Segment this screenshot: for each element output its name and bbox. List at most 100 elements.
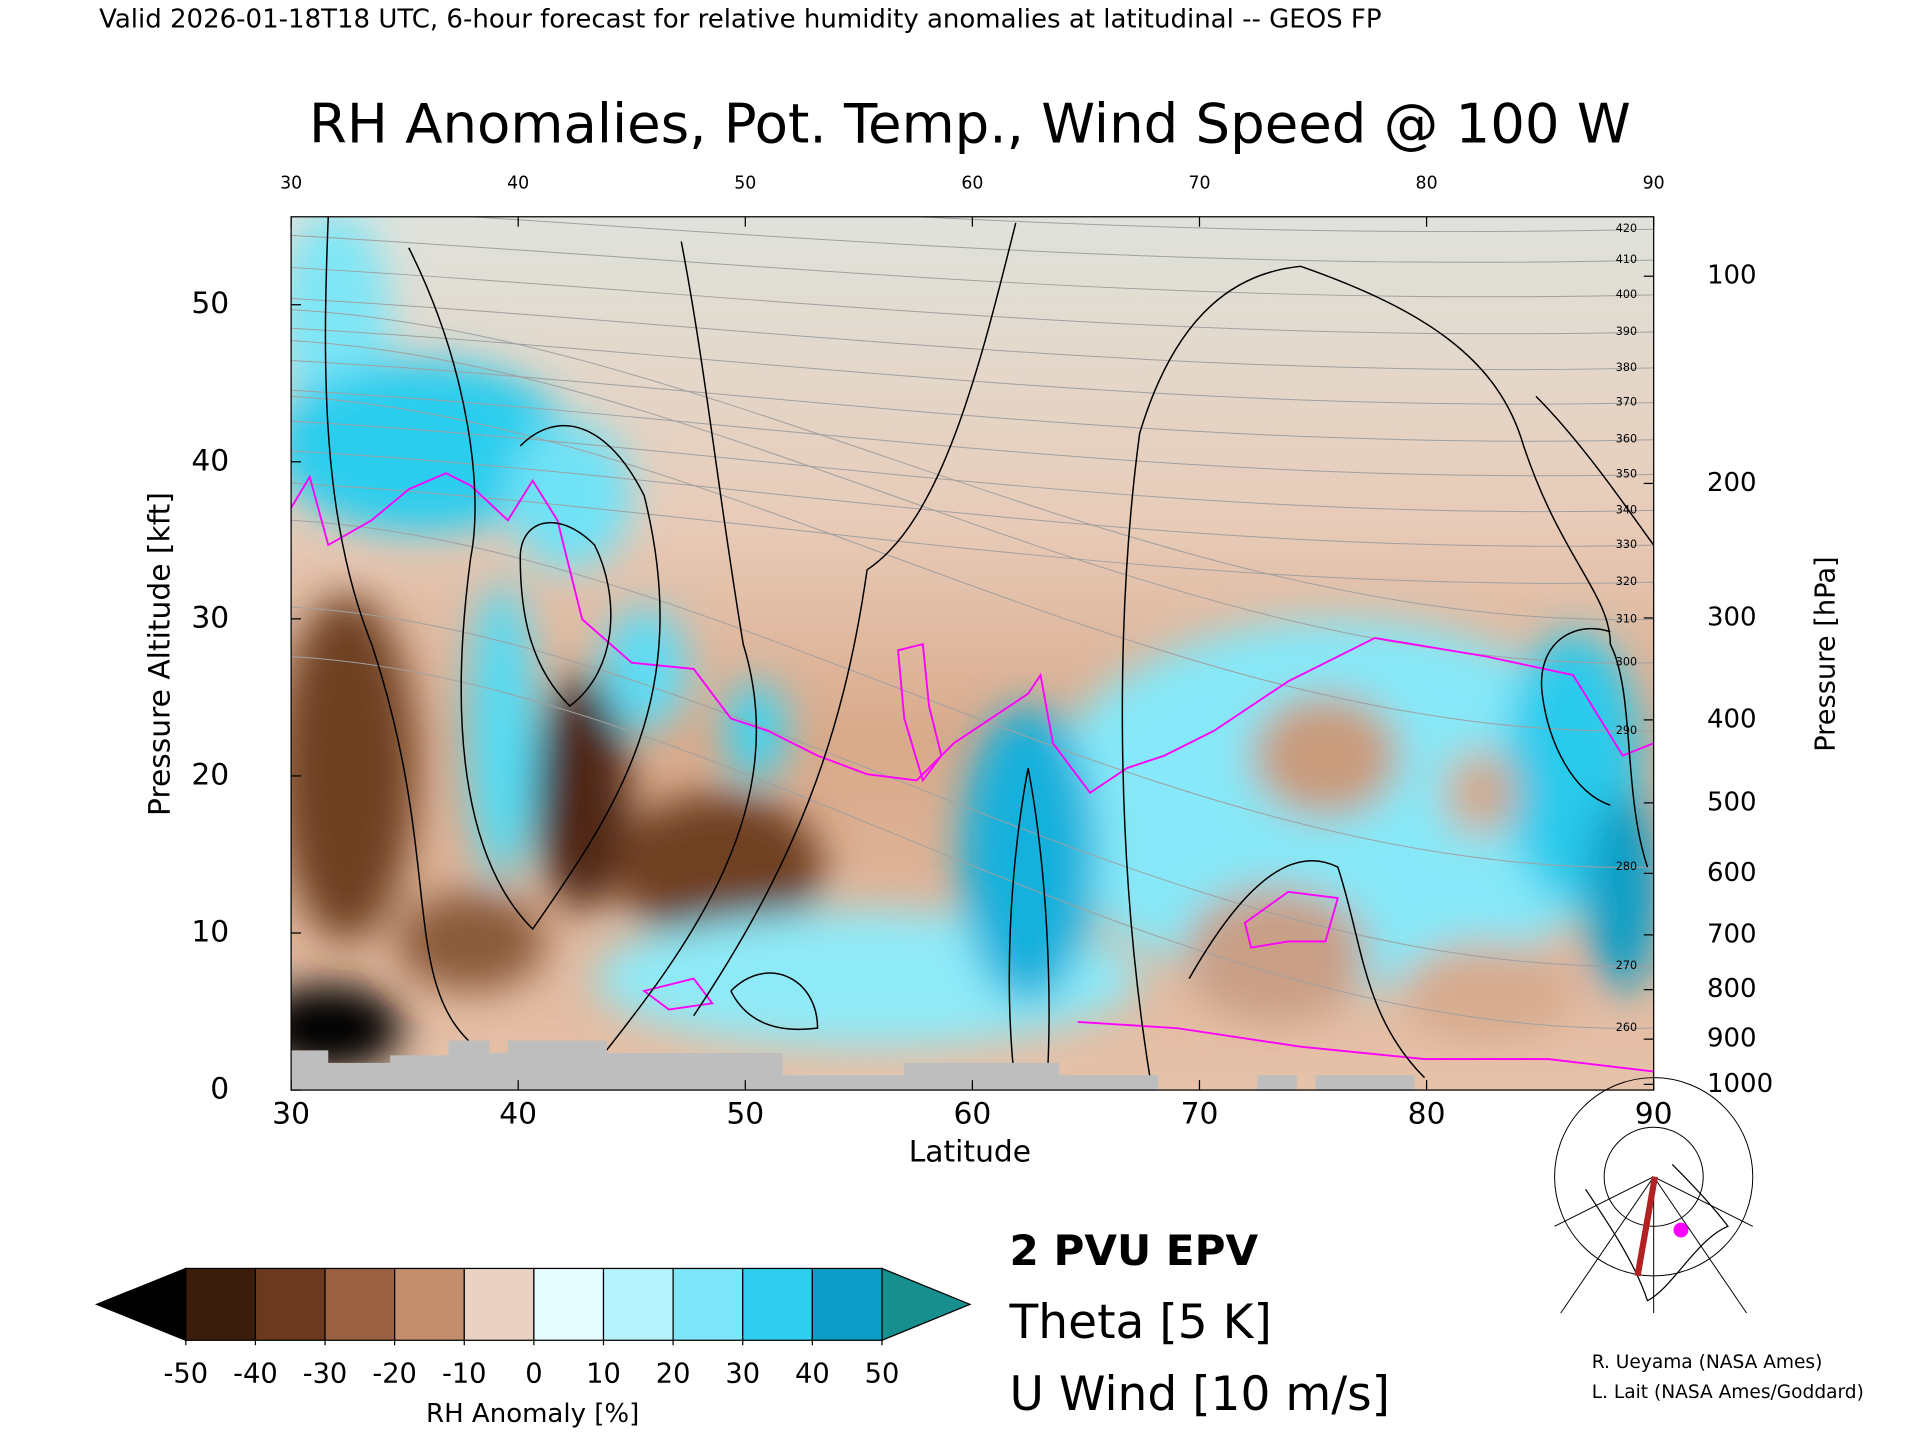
colorbar-tick-label: 0 <box>525 1358 542 1389</box>
theta-line <box>291 359 1654 442</box>
theta-line <box>291 327 1654 405</box>
x-top-tick-label: 50 <box>734 173 756 193</box>
colorbar-tick-label: 50 <box>865 1358 900 1389</box>
y2-tick-label: 200 <box>1707 468 1757 498</box>
theta-contours: 260 270 280 290 300 310 320 330 340 350 360 370 380 3… <box>291 216 1654 1034</box>
theta-label: 350 <box>1616 467 1637 480</box>
theta-line <box>291 450 1654 547</box>
chart-title: RH Anomalies, Pot. Temp., Wind Speed @ 1… <box>309 92 1631 156</box>
colorbar-tick-label: 20 <box>656 1358 691 1389</box>
colorbar-segment <box>602 1267 674 1341</box>
theta-line <box>291 482 1654 584</box>
colorbar-segment <box>463 1267 535 1341</box>
theta-line <box>291 267 1654 335</box>
colorbar-tick-label: -30 <box>303 1358 348 1389</box>
colorbar: -50 -40 -30 -20 -10 0 10 20 30 40 50 <box>94 1267 972 1389</box>
theta-line <box>464 216 1654 263</box>
x-tick-label: 50 <box>726 1096 764 1131</box>
x-top-tick-label: 90 <box>1643 173 1665 193</box>
x-tick-label: 70 <box>1181 1096 1219 1131</box>
credit: R. Ueyama (NASA Ames) <box>1592 1352 1823 1373</box>
theta-label: 420 <box>1616 222 1637 235</box>
x-top-tick-label: 70 <box>1188 173 1210 193</box>
colorbar-tick-label: 40 <box>795 1358 830 1389</box>
theta-label: 270 <box>1616 959 1637 972</box>
credit: L. Lait (NASA Ames/Goddard) <box>1592 1382 1864 1403</box>
locator-map <box>1554 1077 1754 1314</box>
y-tick-label: 10 <box>191 914 229 949</box>
theta-label: 300 <box>1616 656 1637 669</box>
x-top-tick-label: 30 <box>280 173 302 193</box>
theta-label: 410 <box>1616 253 1637 266</box>
theta-line <box>291 389 1654 477</box>
y2-tick-label: 100 <box>1707 261 1757 291</box>
colorbar-segment <box>742 1267 813 1341</box>
theta-label: 320 <box>1616 575 1637 588</box>
x-top-tick-label: 40 <box>507 173 529 193</box>
y-tick-label: 40 <box>191 443 229 478</box>
colorbar-segment <box>533 1267 605 1341</box>
theta-line <box>291 420 1654 513</box>
y2-axis-label: Pressure [hPa] <box>1811 556 1842 751</box>
theta-line <box>291 309 1654 621</box>
theta-line <box>291 606 1654 967</box>
theta-line <box>291 656 1654 1029</box>
legend-entry: Theta [5 K] <box>1009 1295 1272 1350</box>
header: Valid 2026-01-18T18 UTC, 6-hour forecast… <box>99 4 1381 34</box>
y-tick-label: 0 <box>210 1072 229 1107</box>
x-top-tick-label: 60 <box>961 173 983 193</box>
theta-label: 280 <box>1616 860 1637 873</box>
colorbar-tick-label: 30 <box>725 1358 760 1389</box>
x-tick-label: 60 <box>953 1096 991 1131</box>
x-tick-label: 90 <box>1635 1096 1673 1131</box>
x-axis-label: Latitude <box>909 1135 1031 1170</box>
theta-line <box>291 234 1654 298</box>
theta-line <box>291 298 1654 371</box>
y2-tick-label: 400 <box>1707 704 1757 734</box>
colorbar-label: RH Anomaly [%] <box>426 1399 639 1429</box>
y-axis-label: Pressure Altitude [kft] <box>143 492 178 816</box>
colorbar-segment <box>394 1267 465 1341</box>
y2-tick-label: 500 <box>1707 787 1757 817</box>
theta-label: 330 <box>1616 538 1637 551</box>
colorbar-under <box>94 1267 187 1342</box>
x-tick-label: 80 <box>1408 1096 1446 1131</box>
theta-label: 400 <box>1616 288 1637 301</box>
theta-label: 310 <box>1616 612 1637 625</box>
theta-label: 290 <box>1616 724 1637 737</box>
colorbar-over <box>881 1267 972 1342</box>
colorbar-segment <box>672 1267 744 1341</box>
x-tick-label: 40 <box>499 1096 537 1131</box>
theta-label: 340 <box>1616 503 1637 516</box>
y2-tick-label: 700 <box>1707 919 1757 949</box>
colorbar-segment <box>324 1267 396 1341</box>
colorbar-segment <box>811 1267 883 1341</box>
y-tick-label: 20 <box>191 757 229 792</box>
theta-label: 370 <box>1616 396 1637 409</box>
legend-entry: 2 PVU EPV <box>1010 1226 1259 1275</box>
theta-label: 380 <box>1616 361 1637 374</box>
legend: 2 PVU EPV Theta [5 K] U Wind [10 m/s] <box>1009 1226 1390 1422</box>
y2-tick-label: 300 <box>1707 602 1757 632</box>
x-tick-label: 30 <box>272 1096 310 1131</box>
y-tick-label: 30 <box>191 600 229 635</box>
y2-tick-label: 900 <box>1707 1024 1757 1054</box>
y2-tick-label: 1000 <box>1707 1069 1773 1099</box>
x-top-tick-label: 80 <box>1416 173 1438 193</box>
colorbar-segment <box>254 1267 326 1341</box>
axes: 3030404050506060707080809090010203040501… <box>191 173 1773 1131</box>
theta-label: 390 <box>1616 325 1637 338</box>
colorbar-tick-label: -50 <box>164 1358 209 1389</box>
colorbar-tick-label: 10 <box>586 1358 621 1389</box>
field: 260 270 280 290 300 310 320 330 340 350 360 370 380 3… <box>291 216 1654 1091</box>
theta-label: 360 <box>1616 433 1637 446</box>
theta-line <box>291 395 1654 732</box>
colorbar-tick-label: -10 <box>442 1358 487 1389</box>
y2-tick-label: 600 <box>1707 858 1757 888</box>
y-tick-label: 50 <box>191 286 229 321</box>
theta-line <box>291 519 1654 868</box>
colorbar-tick-label: -40 <box>233 1358 278 1389</box>
legend-entry: U Wind [10 m/s] <box>1010 1367 1390 1422</box>
